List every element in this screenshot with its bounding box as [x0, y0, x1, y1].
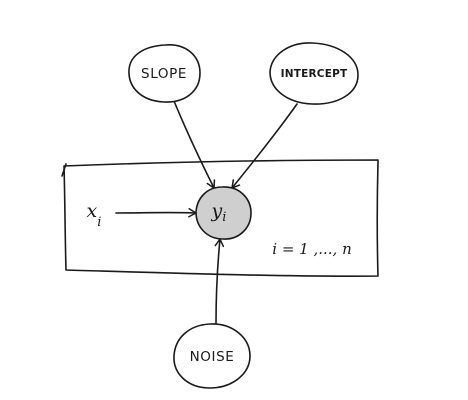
input-x-label: xi	[87, 200, 102, 230]
node-slope-circle	[128, 44, 201, 103]
node-y-label: yi	[211, 200, 227, 225]
edge-noise-to-y	[214, 238, 225, 325]
node-noise-circle	[173, 323, 251, 389]
plate-index-label: i = 1 ,..., n	[272, 240, 351, 258]
input-x-variable: x	[87, 200, 98, 222]
input-x-subscript: i	[97, 215, 101, 230]
node-y-circle	[195, 186, 252, 240]
node-y-variable: y	[211, 200, 223, 222]
plate: i = 1 ,..., n	[61, 159, 379, 277]
edge-intercept-to-y	[231, 103, 298, 189]
input-x: xi	[87, 200, 102, 230]
node-y: yi	[195, 186, 252, 240]
node-noise-label: NOISE	[190, 349, 235, 365]
node-y-subscript: i	[222, 210, 226, 225]
node-intercept: INTERCEPT	[269, 42, 359, 105]
node-slope: SLOPE	[128, 44, 201, 103]
node-intercept-label: INTERCEPT	[281, 68, 348, 80]
plate-corner-stroke	[61, 163, 67, 177]
edge-slope-to-y	[173, 100, 216, 189]
node-intercept-circle	[269, 42, 359, 105]
edges	[115, 100, 298, 325]
plate-border	[63, 159, 379, 277]
node-slope-label: SLOPE	[141, 66, 187, 82]
node-noise: NOISE	[173, 323, 251, 389]
